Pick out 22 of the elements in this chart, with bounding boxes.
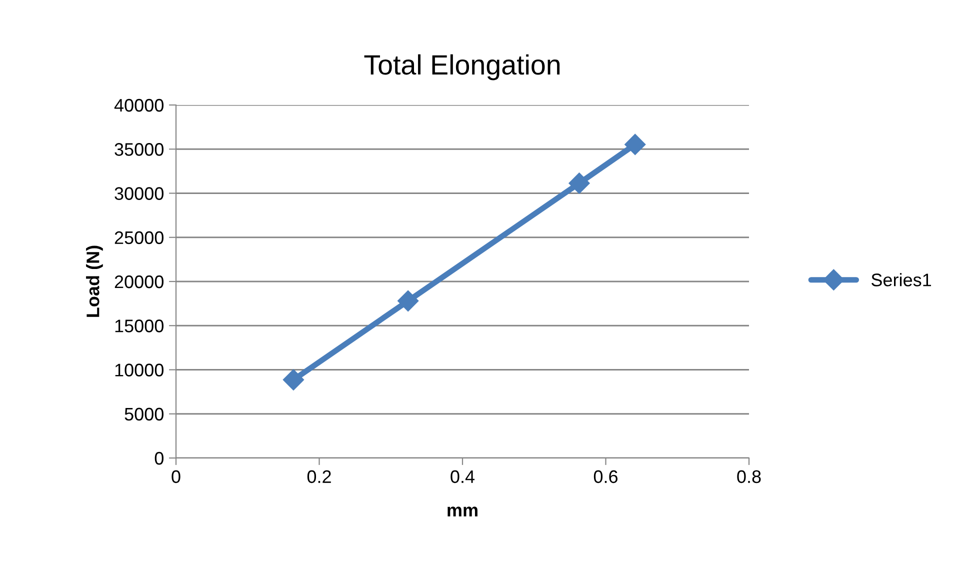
y-tick-label: 40000 [114,98,164,112]
y-tick-label: 0 [154,452,164,465]
y-tick-label: 10000 [115,364,164,376]
chart-title: Total Elongation [364,54,560,80]
point [398,290,419,312]
x-tick-label: 0.6 [594,470,618,484]
point [568,172,590,194]
y-tick-label: 5000 [124,408,164,421]
y-tick-label: 15000 [115,320,164,332]
y-tick-label: 20000 [114,275,164,288]
y-axis-title: Load (N) [86,246,103,317]
point [282,369,304,390]
point [624,134,646,155]
y-tick-label: 25000 [114,231,164,244]
x-tick-label: 0.4 [450,470,475,484]
y-tick-label: 30000 [114,187,164,200]
x-tick-label: 0.2 [307,470,331,484]
x-tick-label: 0 [172,470,180,484]
x-axis-title: mm [448,506,478,516]
legend-label: Series1 [871,273,932,286]
y-tick-label: 35000 [114,143,164,156]
x-tick-label: 0.8 [737,470,761,484]
